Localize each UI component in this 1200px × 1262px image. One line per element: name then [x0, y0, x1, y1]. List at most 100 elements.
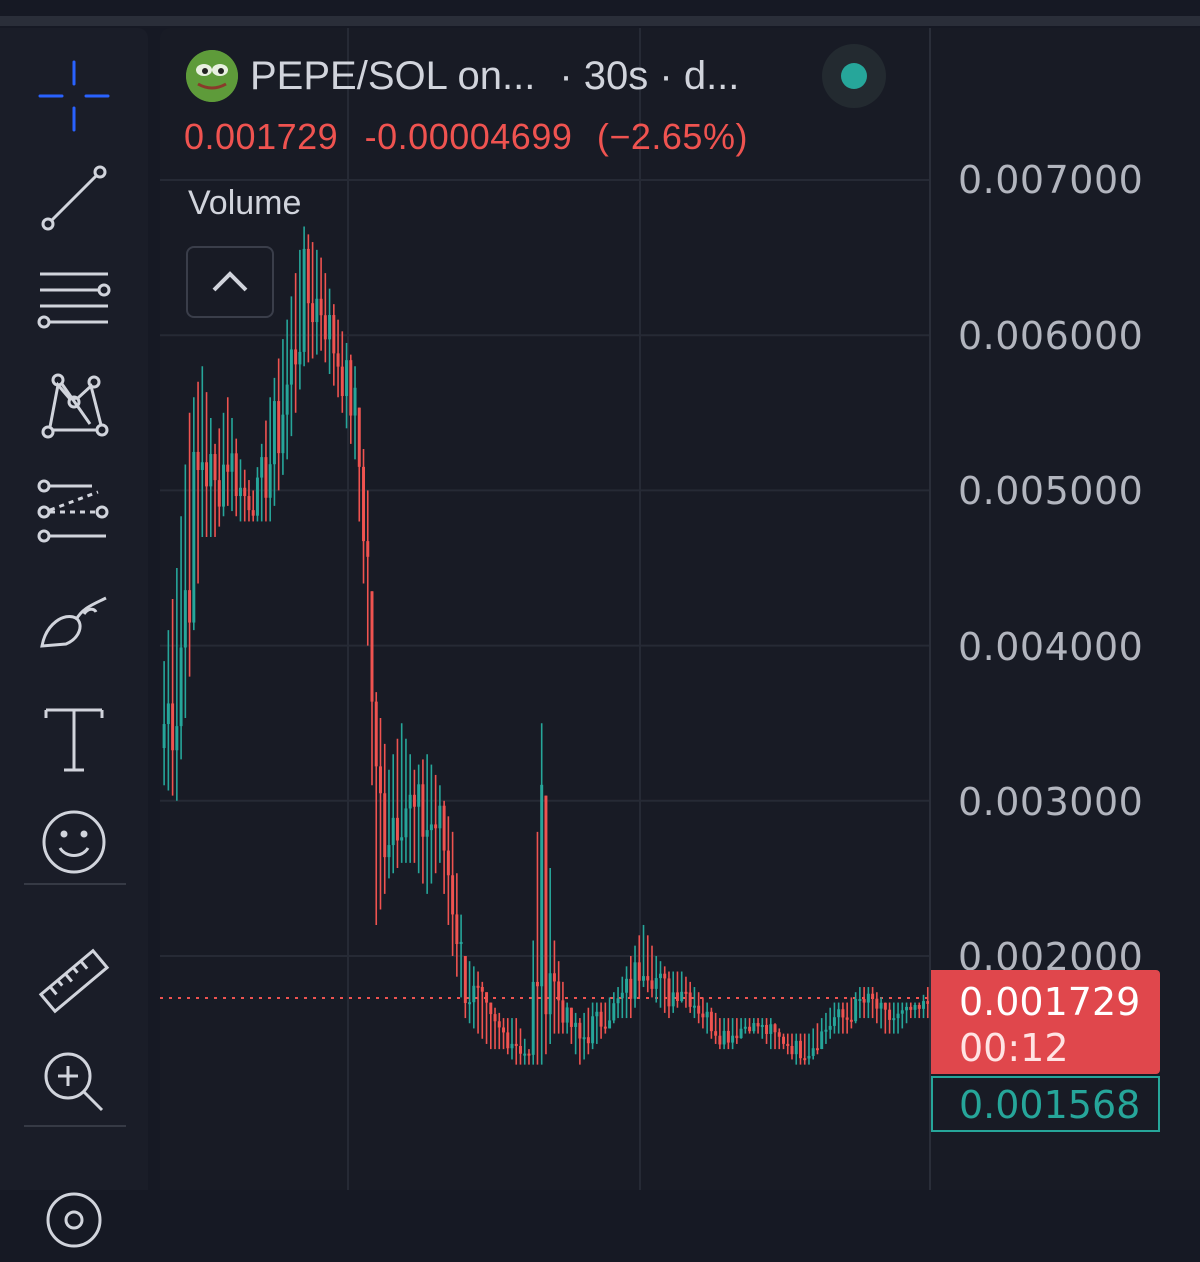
candle-body: [726, 1030, 730, 1043]
candle-body: [586, 1037, 590, 1044]
candle-body: [625, 978, 629, 993]
candle-body: [192, 451, 196, 623]
candle-body: [408, 794, 412, 809]
candle-body: [255, 477, 259, 516]
market-status-indicator[interactable]: [822, 44, 886, 108]
candle-body: [858, 999, 862, 1002]
candle-body: [438, 805, 442, 829]
candle-body: [332, 315, 336, 354]
candle-body: [476, 985, 480, 988]
candle-body: [642, 976, 645, 981]
candle-body: [264, 457, 268, 498]
forecast-icon[interactable]: [24, 470, 124, 554]
candle-body: [544, 795, 548, 1015]
candle-body: [268, 464, 272, 498]
candle-body: [684, 991, 688, 994]
zoom-in-icon[interactable]: [24, 1040, 124, 1124]
candle-body: [523, 1053, 527, 1056]
candle-body: [171, 703, 175, 751]
candle-body: [595, 1011, 599, 1017]
pattern-icon[interactable]: [24, 364, 124, 448]
candle-body: [506, 1032, 510, 1049]
last-close-value: 0.001729: [184, 116, 339, 157]
collapse-legend-button[interactable]: [186, 246, 274, 318]
candle-body: [370, 591, 374, 702]
candle-body: [773, 1024, 777, 1033]
candle-body: [569, 1007, 573, 1027]
candle-body: [782, 1036, 785, 1044]
candle-body: [709, 1011, 713, 1032]
candle-body: [412, 794, 416, 807]
candle-body: [616, 998, 620, 1004]
fib-retracement-icon[interactable]: [24, 260, 124, 344]
interval-label[interactable]: · 30s · d...: [559, 53, 740, 98]
candle-body: [667, 978, 671, 1007]
candle-body: [226, 464, 230, 472]
candle-body: [637, 962, 641, 981]
candle-body: [909, 1006, 913, 1010]
trend-line-icon[interactable]: [24, 156, 124, 240]
pair-name[interactable]: PEPE/SOL on...: [250, 53, 536, 98]
price-axis-label: 0.004000: [958, 625, 1144, 669]
candle-body: [540, 784, 544, 987]
candle-body: [417, 784, 421, 807]
candle-body: [557, 981, 561, 1001]
candle-body: [688, 992, 692, 1007]
candle-body: [663, 973, 667, 979]
crosshair-icon[interactable]: [24, 54, 124, 138]
candle-body: [379, 766, 382, 794]
candle-body: [383, 793, 387, 858]
ruler-icon[interactable]: [24, 940, 124, 1024]
candle-body: [188, 590, 192, 623]
candle-body: [434, 824, 438, 829]
candle-body: [811, 1048, 815, 1056]
candle-body: [357, 407, 361, 467]
candle-body: [311, 303, 315, 323]
price-axis-label: 0.005000: [958, 469, 1144, 513]
candle-body: [480, 986, 484, 992]
candle-body: [582, 1037, 586, 1040]
candle-body: [162, 724, 166, 749]
magnet-icon[interactable]: [24, 1178, 124, 1262]
candle-body: [468, 1002, 472, 1005]
candle-body: [200, 462, 204, 471]
candle-body: [603, 1026, 607, 1029]
candle-body: [765, 1024, 769, 1034]
brush-icon[interactable]: [24, 574, 124, 658]
candle-body: [166, 703, 170, 725]
candle-body: [561, 1000, 565, 1023]
candle-body: [285, 384, 289, 415]
candle-body: [510, 1043, 514, 1049]
candle-body: [629, 978, 633, 999]
candle-body: [548, 973, 552, 1015]
candle-body: [922, 1001, 925, 1009]
candle-body: [514, 1043, 518, 1047]
candle-body: [209, 454, 213, 487]
candle-body: [472, 985, 476, 1003]
candle-body: [799, 1040, 802, 1059]
candle-body: [786, 1043, 790, 1046]
price-chart[interactable]: [160, 28, 1200, 1190]
candle-body: [743, 1026, 747, 1029]
candle-body: [905, 1006, 909, 1011]
candle-body: [489, 1002, 493, 1015]
candle-body: [900, 1010, 904, 1014]
candle-body: [552, 973, 556, 982]
candle-body: [612, 1003, 616, 1021]
candle-body: [608, 1020, 612, 1029]
price-axis-label: 0.003000: [958, 780, 1144, 824]
candle-body: [272, 401, 276, 465]
candle-body: [519, 1046, 522, 1054]
candle-body: [213, 454, 217, 481]
price-axis-label: 0.006000: [958, 314, 1144, 358]
emoji-icon[interactable]: [24, 800, 124, 884]
candle-body: [841, 1009, 845, 1018]
top-divider: [0, 16, 1200, 26]
candle-body: [854, 999, 858, 1022]
volume-indicator-label[interactable]: Volume: [188, 184, 302, 222]
low-price-value: 0.001568: [959, 1083, 1141, 1127]
text-icon[interactable]: [24, 698, 124, 782]
chart-legend[interactable]: PEPE/SOL on... · 30s · d...: [186, 48, 739, 104]
candle-body: [260, 457, 264, 478]
candle-body: [820, 1031, 824, 1049]
